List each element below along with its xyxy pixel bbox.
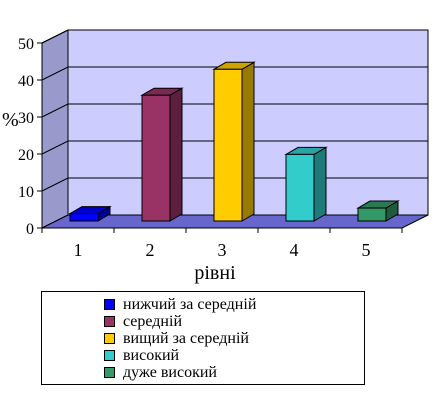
bar	[284, 146, 328, 222]
bar	[212, 61, 256, 222]
legend-item: вищий за середній	[104, 330, 364, 347]
gridline	[41, 66, 428, 81]
legend-item: високий	[104, 347, 364, 364]
side-wall	[41, 29, 69, 229]
x-tick-label: 3	[218, 240, 227, 260]
legend-label: високий	[123, 347, 180, 364]
y-tick-label: 10	[18, 184, 34, 201]
legend-swatch	[104, 316, 115, 327]
x-tick-label: 5	[362, 240, 371, 260]
bar-side	[313, 146, 327, 222]
bar-front	[213, 68, 243, 222]
y-tick-label: 30	[18, 110, 34, 127]
tick-labels: 0 10 20 30 40 50 1 2 3 4 5	[18, 36, 371, 260]
gridline	[41, 103, 428, 118]
legend-swatch	[104, 299, 115, 310]
axes	[37, 42, 403, 233]
bar-front	[141, 94, 171, 222]
gridline	[41, 140, 428, 155]
x-tick-label: 1	[74, 240, 83, 260]
legend-swatch	[104, 333, 115, 344]
bar	[356, 200, 400, 222]
legend-label: нижчий за середній	[123, 296, 257, 313]
legend-label: середній	[123, 313, 182, 330]
x-tick-label: 4	[290, 240, 299, 260]
y-tick-label: 0	[26, 221, 34, 238]
legend-label: вищий за середній	[123, 330, 249, 347]
gridline	[41, 29, 428, 44]
y-axis-title: %	[2, 109, 19, 131]
bar-front	[285, 153, 315, 222]
bars	[68, 61, 400, 222]
legend-item: середній	[104, 313, 364, 330]
bar-front	[357, 207, 387, 222]
legend: нижчий за середній середній вищий за сер…	[41, 291, 365, 385]
bar-side	[241, 61, 255, 222]
legend-swatch	[104, 367, 115, 378]
legend-item: дуже високий	[104, 364, 364, 381]
bar	[68, 205, 112, 222]
bar-front	[69, 213, 99, 222]
legend-label: дуже високий	[123, 364, 217, 381]
y-tick-label: 50	[18, 36, 34, 53]
x-tick-label: 2	[146, 240, 155, 260]
bar	[140, 87, 184, 222]
y-tick-label: 40	[18, 73, 34, 90]
legend-item: нижчий за середній	[104, 296, 364, 313]
x-axis-title: рівні	[194, 262, 236, 284]
legend-swatch	[104, 350, 115, 361]
bar-side	[169, 87, 183, 222]
y-tick-label: 20	[18, 147, 34, 164]
